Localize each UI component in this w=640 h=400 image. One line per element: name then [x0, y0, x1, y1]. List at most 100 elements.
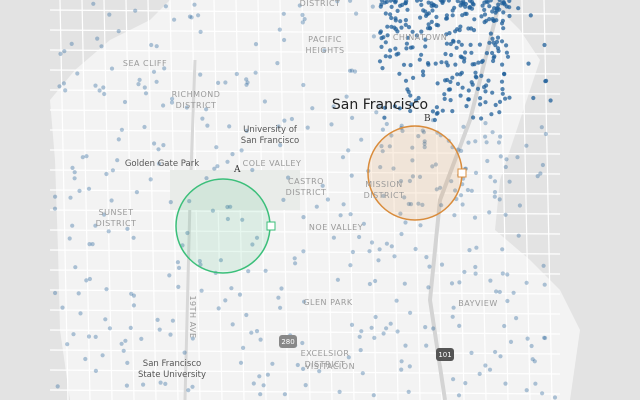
dot [450, 109, 455, 114]
dot [380, 66, 385, 71]
dot [484, 51, 489, 56]
dot [70, 165, 75, 170]
dot [540, 162, 546, 168]
dot [444, 32, 449, 37]
street [367, 0, 377, 400]
dot [190, 336, 195, 341]
dot [402, 281, 407, 286]
dot [87, 276, 92, 282]
dot [349, 68, 354, 73]
dot [416, 95, 421, 101]
dot [430, 109, 435, 114]
dot [137, 77, 142, 82]
dot [457, 28, 462, 33]
dot [418, 15, 423, 20]
dot [379, 144, 384, 149]
dot [426, 0, 431, 5]
dot [462, 59, 467, 64]
dot [192, 2, 197, 7]
dot [238, 360, 244, 365]
dot [410, 145, 415, 150]
street [301, 0, 311, 400]
dot [389, 15, 394, 21]
dot [494, 39, 500, 45]
dot [385, 33, 390, 38]
dot [499, 21, 505, 26]
dot [479, 116, 484, 121]
dot [473, 264, 478, 270]
dot [382, 115, 387, 120]
dot [540, 391, 545, 396]
dot [320, 183, 325, 188]
circle-a-handle[interactable] [266, 221, 276, 231]
dot [543, 131, 549, 137]
street [49, 209, 561, 215]
dot [416, 134, 421, 139]
dot [507, 95, 512, 100]
dot [460, 85, 465, 90]
dot [200, 116, 205, 121]
place-label: VISITACION [305, 362, 355, 371]
shield-label: 101 [438, 351, 451, 359]
dot [544, 78, 549, 83]
dot [289, 116, 294, 122]
circle-a[interactable] [175, 178, 271, 274]
dot [87, 242, 92, 247]
dot [424, 343, 429, 348]
dot [250, 242, 255, 247]
dot [241, 345, 246, 350]
dot [466, 88, 471, 93]
dot [253, 70, 258, 75]
dot [433, 61, 438, 66]
dot [373, 314, 378, 320]
dot [251, 381, 256, 386]
dot [514, 316, 519, 321]
dot [425, 12, 430, 17]
dot [122, 99, 128, 105]
dot [109, 198, 114, 203]
circle-b[interactable] [367, 125, 463, 221]
dot [399, 359, 404, 364]
dot [305, 125, 310, 130]
dot [253, 42, 259, 47]
dot [376, 258, 381, 263]
street [49, 109, 561, 115]
dot [104, 171, 109, 177]
dot [488, 174, 493, 179]
dot [205, 123, 210, 128]
dot [116, 29, 121, 34]
dot [128, 325, 133, 330]
dot [80, 155, 85, 160]
dot [359, 137, 364, 142]
dot [439, 60, 444, 65]
dot [373, 278, 378, 284]
dot [434, 105, 439, 110]
dot [141, 382, 146, 387]
dot [405, 7, 410, 12]
labels: DISTRICT SEA CLIFF PACIFIC HEIGHTS RICHMOND D… [96, 0, 498, 380]
dot [462, 56, 467, 61]
dot [413, 98, 418, 103]
dot [394, 298, 399, 303]
dot [458, 72, 463, 77]
dot [494, 8, 499, 13]
dot [383, 11, 388, 16]
dot [490, 36, 495, 41]
dot [379, 0, 384, 3]
dot [93, 334, 98, 339]
street [147, 0, 157, 400]
dot [410, 158, 415, 163]
dot [543, 335, 548, 341]
dot [392, 104, 397, 109]
dot [487, 40, 492, 45]
street [49, 249, 561, 255]
shield-label: 280 [281, 338, 294, 346]
place-label: SEA CLIFF [123, 59, 167, 68]
circle-b-handle[interactable] [457, 168, 467, 178]
dot [453, 29, 458, 34]
dot [404, 46, 409, 51]
dot [404, 41, 409, 46]
dot [501, 10, 506, 15]
dot [423, 37, 428, 42]
dot [157, 327, 162, 332]
